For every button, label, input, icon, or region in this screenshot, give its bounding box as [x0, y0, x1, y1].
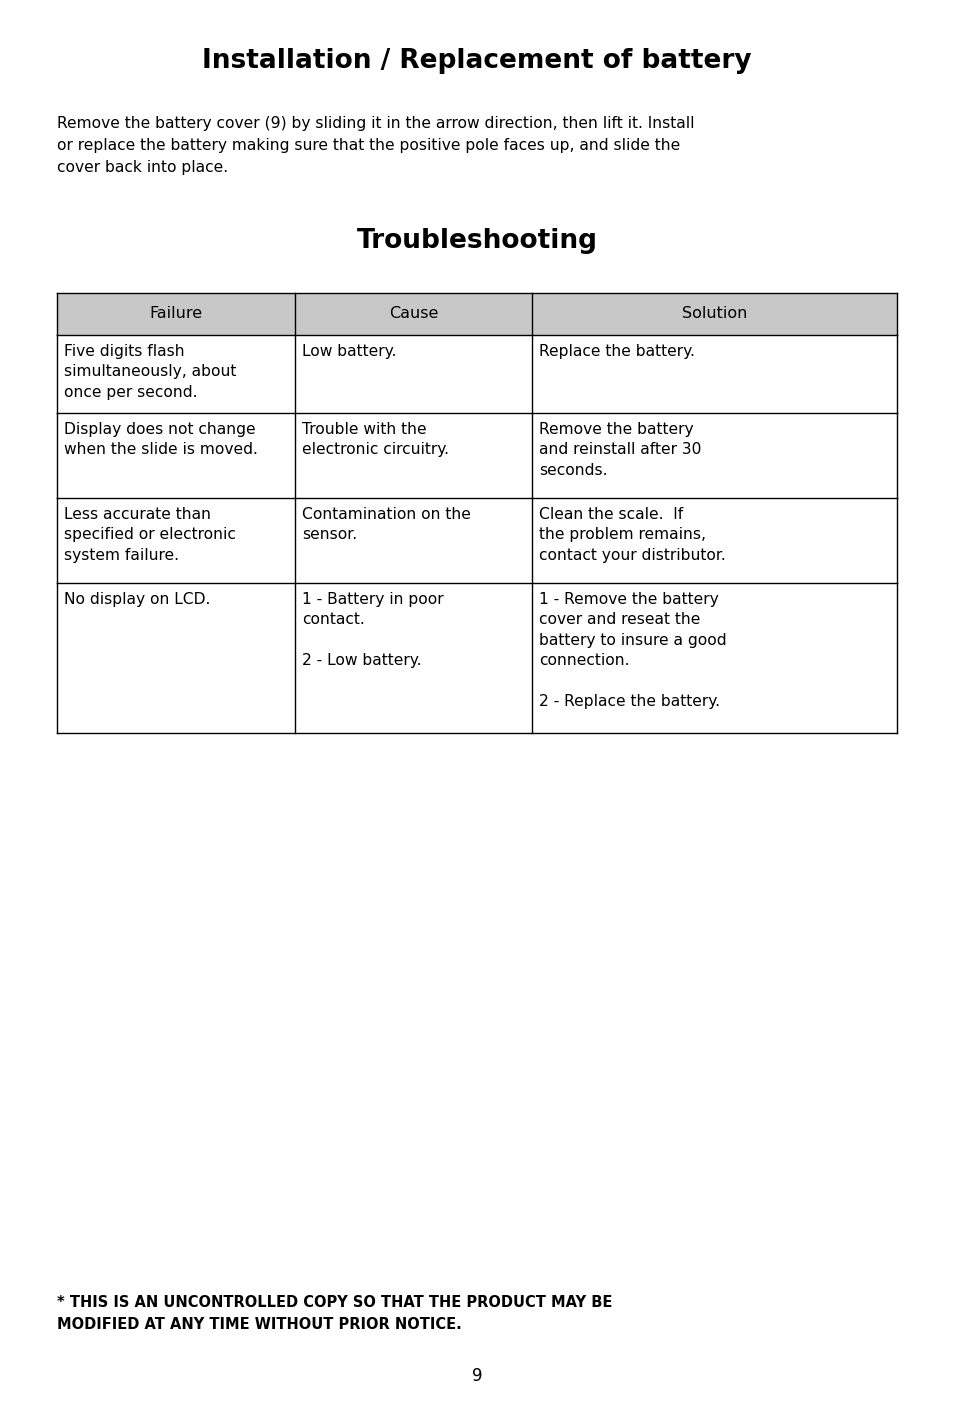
Text: Five digits flash
simultaneously, about
once per second.: Five digits flash simultaneously, about … [64, 344, 236, 400]
Text: No display on LCD.: No display on LCD. [64, 592, 211, 607]
Bar [57, 293, 896, 335]
Text: Clean the scale.  If
the problem remains,
contact your distributor.: Clean the scale. If the problem remains,… [538, 506, 725, 563]
Text: MODIFIED AT ANY TIME WITHOUT PRIOR NOTICE.: MODIFIED AT ANY TIME WITHOUT PRIOR NOTIC… [57, 1317, 461, 1331]
Text: 1 - Remove the battery
cover and reseat the
battery to insure a good
connection.: 1 - Remove the battery cover and reseat … [538, 592, 726, 709]
Text: cover back into place.: cover back into place. [57, 160, 228, 175]
Text: Installation / Replacement of battery: Installation / Replacement of battery [202, 48, 751, 74]
Text: Remove the battery
and reinstall after 30
seconds.: Remove the battery and reinstall after 3… [538, 422, 701, 478]
Text: Replace the battery.: Replace the battery. [538, 344, 695, 359]
Text: Contamination on the
sensor.: Contamination on the sensor. [301, 506, 470, 543]
Text: or replace the battery making sure that the positive pole faces up, and slide th: or replace the battery making sure that … [57, 137, 679, 153]
Text: Display does not change
when the slide is moved.: Display does not change when the slide i… [64, 422, 257, 457]
Text: Troubleshooting: Troubleshooting [356, 229, 597, 254]
Text: * THIS IS AN UNCONTROLLED COPY SO THAT THE PRODUCT MAY BE: * THIS IS AN UNCONTROLLED COPY SO THAT T… [57, 1295, 612, 1310]
Text: 9: 9 [471, 1367, 482, 1385]
Text: Less accurate than
specified or electronic
system failure.: Less accurate than specified or electron… [64, 506, 235, 563]
Text: Remove the battery cover (9) by sliding it in the arrow direction, then lift it.: Remove the battery cover (9) by sliding … [57, 116, 694, 130]
Text: Cause: Cause [389, 306, 437, 321]
Text: 1 - Battery in poor
contact.

2 - Low battery.: 1 - Battery in poor contact. 2 - Low bat… [301, 592, 443, 668]
Text: Solution: Solution [681, 306, 746, 321]
Text: Failure: Failure [149, 306, 202, 321]
Text: Trouble with the
electronic circuitry.: Trouble with the electronic circuitry. [301, 422, 448, 457]
Text: Low battery.: Low battery. [301, 344, 395, 359]
